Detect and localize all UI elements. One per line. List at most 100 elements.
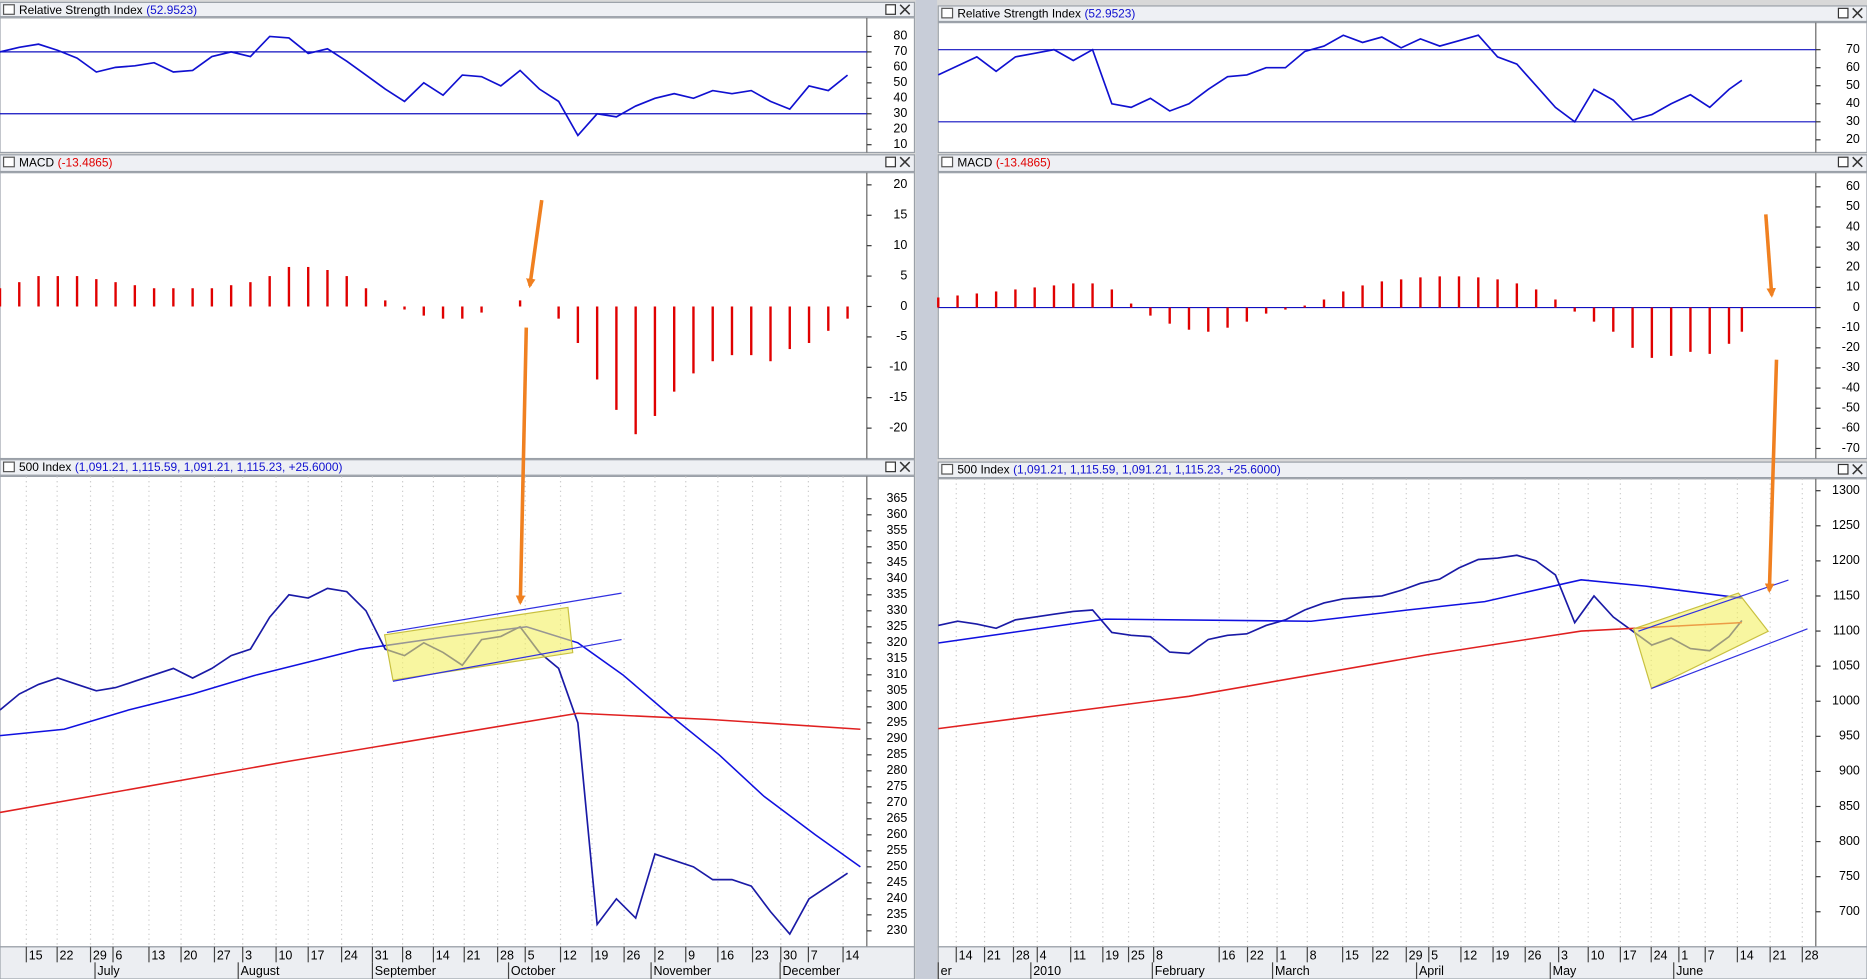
channel-line — [1651, 628, 1808, 689]
y-tick-label: 1150 — [1833, 588, 1860, 602]
macd-bar — [1669, 307, 1673, 356]
month-label: May — [1553, 964, 1577, 978]
macd-bar — [1072, 283, 1075, 308]
restore-button — [885, 4, 896, 15]
panel-header — [937, 5, 1867, 23]
y-tick-label: 295 — [886, 715, 907, 729]
y-tick-label: 1250 — [1832, 518, 1860, 532]
panel-title: Relative Strength Index — [957, 6, 1081, 20]
x-tick-label: 17 — [1623, 949, 1637, 963]
x-tick-label: 1 — [1681, 949, 1688, 963]
macd-bar — [1592, 307, 1596, 322]
panel-value: (-13.4865) — [58, 155, 113, 169]
y-tick-label: 850 — [1839, 799, 1860, 813]
macd-bar — [1708, 307, 1711, 354]
y-tick-label: -40 — [1842, 380, 1860, 394]
x-tick-label: 8 — [1156, 949, 1163, 963]
x-tick-label: 5 — [528, 949, 535, 963]
x-tick-label: 23 — [755, 949, 769, 963]
y-tick-label: 310 — [886, 667, 907, 681]
macd-bar — [1727, 307, 1731, 344]
macd-bar — [441, 306, 445, 319]
macd-bar — [1477, 277, 1480, 308]
y-tick-label: 15 — [893, 208, 907, 222]
x-tick-label: 4 — [1040, 949, 1047, 963]
panel-header — [937, 461, 1867, 479]
macd-bar — [1149, 307, 1152, 316]
macd-bar — [37, 276, 40, 307]
x-tick-label: 14 — [845, 949, 859, 963]
panel-value: (-13.4865) — [996, 155, 1051, 169]
panel-icon — [2, 4, 15, 15]
macd-bar — [210, 288, 214, 307]
data-line — [0, 35, 849, 137]
x-tick-label: 2 — [657, 949, 664, 963]
macd-bar — [307, 266, 310, 307]
macd-bar — [634, 306, 637, 435]
y-tick-label: 0 — [1853, 300, 1860, 314]
panel-icon — [941, 463, 954, 475]
macd-bar — [1515, 283, 1519, 308]
x-tick-label: 22 — [1375, 949, 1389, 963]
macd-bar — [1129, 303, 1133, 308]
macd-bar — [1438, 276, 1441, 308]
y-tick-label: -10 — [1842, 320, 1860, 334]
close-button — [1852, 463, 1863, 475]
macd-bar — [653, 306, 657, 416]
macd-bar — [75, 276, 79, 307]
macd-bar — [1168, 307, 1171, 324]
data-line — [938, 579, 1742, 644]
y-tick-label: 50 — [893, 75, 907, 89]
y-tick-label: 60 — [1846, 60, 1860, 74]
x-tick-label: 24 — [1654, 949, 1668, 963]
macd-bar — [576, 306, 580, 343]
y-tick-label: 80 — [893, 29, 907, 43]
plot-area — [937, 478, 1867, 948]
x-tick-label: 20 — [183, 949, 197, 963]
y-tick-label: 20 — [893, 122, 907, 136]
date-axis — [0, 946, 916, 979]
macd-bar — [1650, 307, 1654, 358]
month-label: er — [941, 964, 952, 978]
panel-value: (1,091.21, 1,115.59, 1,091.21, 1,115.23,… — [75, 460, 343, 474]
macd-bar — [846, 306, 849, 319]
x-tick-label: 28 — [500, 949, 514, 963]
x-tick-label: 12 — [1463, 949, 1477, 963]
y-tick-label: 1000 — [1832, 694, 1860, 708]
close-button — [899, 4, 911, 15]
y-tick-label: 1300 — [1832, 483, 1860, 497]
macd-bar — [518, 300, 522, 307]
x-tick-label: 21 — [987, 949, 1001, 963]
close-button — [1852, 7, 1863, 19]
y-tick-label: 750 — [1839, 869, 1860, 883]
x-tick-label: 19 — [594, 949, 608, 963]
macd-bar — [730, 306, 734, 356]
macd-bar — [229, 285, 233, 307]
x-tick-label: 11 — [1073, 949, 1086, 963]
y-tick-label: -5 — [896, 329, 907, 343]
macd-bar — [1361, 285, 1364, 308]
x-tick-label: 26 — [626, 949, 640, 963]
x-tick-label: 7 — [811, 949, 818, 963]
date-axis — [937, 946, 1867, 979]
x-tick-label: 31 — [375, 949, 389, 963]
macd-bar — [268, 276, 271, 307]
data-line — [938, 554, 1743, 655]
panel-header — [0, 1, 916, 18]
macd-bar — [937, 297, 940, 308]
y-tick-label: 30 — [1846, 114, 1860, 128]
close-button — [899, 156, 911, 168]
macd-bar — [1014, 289, 1017, 308]
macd-bar — [827, 306, 830, 331]
data-line — [0, 712, 861, 814]
x-tick-label: 7 — [1708, 949, 1715, 963]
month-label: June — [1676, 964, 1703, 978]
y-tick-label: 255 — [886, 843, 907, 857]
macd-bar — [673, 306, 676, 392]
x-tick-label: 30 — [783, 949, 797, 963]
channel-line — [386, 592, 622, 634]
macd-bar — [0, 288, 2, 307]
macd-bar — [1284, 307, 1287, 310]
macd-bar — [1342, 291, 1345, 308]
